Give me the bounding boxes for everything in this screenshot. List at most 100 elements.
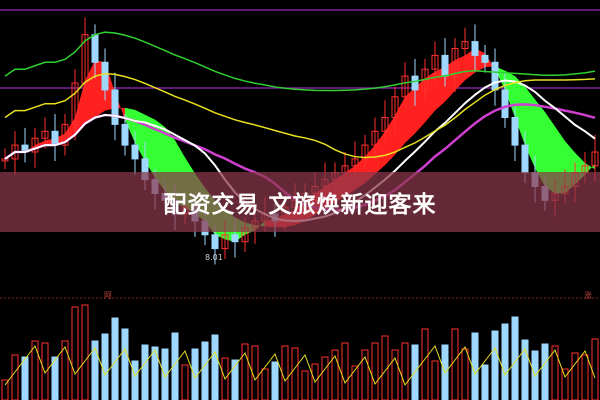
volume-bar	[371, 342, 379, 400]
candle-body	[481, 54, 489, 63]
candle-body	[31, 137, 39, 153]
panel-mark-right: 涨	[584, 291, 592, 300]
candle-body	[461, 41, 469, 49]
volume-bar	[391, 349, 399, 400]
volume-bar	[311, 363, 319, 400]
ribbon-segment	[465, 48, 475, 81]
volume-bar	[21, 356, 29, 400]
candle-body	[71, 82, 79, 125]
volume-bar	[201, 341, 209, 400]
volume-bar	[521, 339, 529, 400]
candle-body	[111, 89, 119, 125]
candle-body	[521, 144, 529, 174]
volume-bar	[431, 360, 439, 400]
volume-bar	[281, 345, 289, 400]
volume-bar	[161, 348, 169, 400]
ribbon-segment	[535, 99, 545, 187]
volume-bar	[1, 379, 9, 400]
volume-bar	[561, 368, 569, 400]
volume-bar	[541, 343, 549, 400]
candle-body	[591, 151, 599, 167]
title-banner: 配资交易 文旅焕新迎客来	[0, 172, 600, 232]
candle-body	[41, 130, 49, 139]
volume-bar	[501, 323, 509, 400]
candle-body	[381, 117, 389, 132]
volume-bar	[591, 338, 599, 400]
volume-bar	[171, 332, 179, 400]
candle-body	[121, 123, 129, 146]
candle-body	[471, 41, 479, 56]
volume-bar	[261, 368, 269, 400]
volume-bar	[131, 360, 139, 400]
candle-body	[211, 234, 219, 250]
volume-bar	[11, 354, 19, 400]
volume-bar	[571, 352, 579, 400]
candle-body	[451, 48, 459, 77]
volume-bar	[71, 306, 79, 400]
volume-bar	[581, 354, 589, 400]
candle-body	[391, 96, 399, 119]
candle-body	[221, 234, 229, 250]
candle-body	[491, 61, 499, 91]
volume-bar	[451, 328, 459, 400]
candle-body	[351, 158, 359, 167]
candle-body	[371, 130, 379, 146]
volume-bar	[361, 349, 369, 400]
ma-green-line	[4, 31, 596, 92]
volume-bar	[101, 333, 109, 400]
volume-bar	[461, 348, 469, 400]
candle-body	[231, 234, 239, 243]
ribbon-segment	[405, 87, 415, 144]
volume-bar	[491, 330, 499, 400]
ribbon-segment	[515, 76, 525, 146]
candle-body	[441, 54, 449, 77]
volume-bar	[81, 304, 89, 400]
volume-bar	[151, 346, 159, 400]
volume-bar	[111, 317, 119, 400]
candle-body	[501, 89, 509, 119]
volume-bar	[471, 332, 479, 400]
volume-bar	[271, 361, 279, 400]
volume-bar	[341, 342, 349, 400]
volume-bar	[381, 335, 389, 400]
title-text: 配资交易 文旅焕新迎客来	[163, 192, 437, 218]
volume-bar	[51, 356, 59, 400]
volume-bar	[121, 328, 129, 400]
ribbon-segment	[375, 131, 385, 175]
volume-bar	[351, 365, 359, 400]
ribbon-segment	[415, 78, 425, 134]
candle-body	[361, 144, 369, 160]
volume-bar	[91, 340, 99, 400]
ribbon-segment	[385, 115, 395, 166]
panel-mark-left: 阿	[104, 291, 112, 300]
ribbon-segment	[395, 96, 405, 155]
candle-body	[411, 75, 419, 91]
candle-body	[511, 117, 519, 146]
ribbon-segment	[85, 60, 95, 124]
volume-bar	[231, 359, 239, 400]
candle-body	[51, 130, 59, 146]
volume-bar	[481, 364, 489, 400]
ribbon-segment	[435, 66, 445, 111]
volume-bar	[141, 344, 149, 400]
volume-bar	[181, 364, 189, 400]
volume-bar	[321, 356, 329, 400]
candle-body	[101, 61, 109, 91]
volume-bar	[241, 343, 249, 400]
candle-body	[61, 123, 69, 146]
volume-bar	[41, 342, 49, 400]
candle-body	[91, 34, 99, 63]
ma-yellow-line	[4, 72, 596, 159]
volume-ma-line	[4, 344, 596, 387]
volume-bar	[331, 349, 339, 400]
candle-body	[401, 75, 409, 98]
volume-bar	[421, 328, 429, 400]
volume-bar	[551, 345, 559, 400]
ribbon-segment	[125, 107, 135, 143]
candle-body	[431, 54, 439, 70]
low-price-label: 8.01	[205, 253, 223, 262]
volume-bar	[61, 340, 69, 400]
volume-bar	[211, 334, 219, 400]
candle-body	[131, 144, 139, 160]
